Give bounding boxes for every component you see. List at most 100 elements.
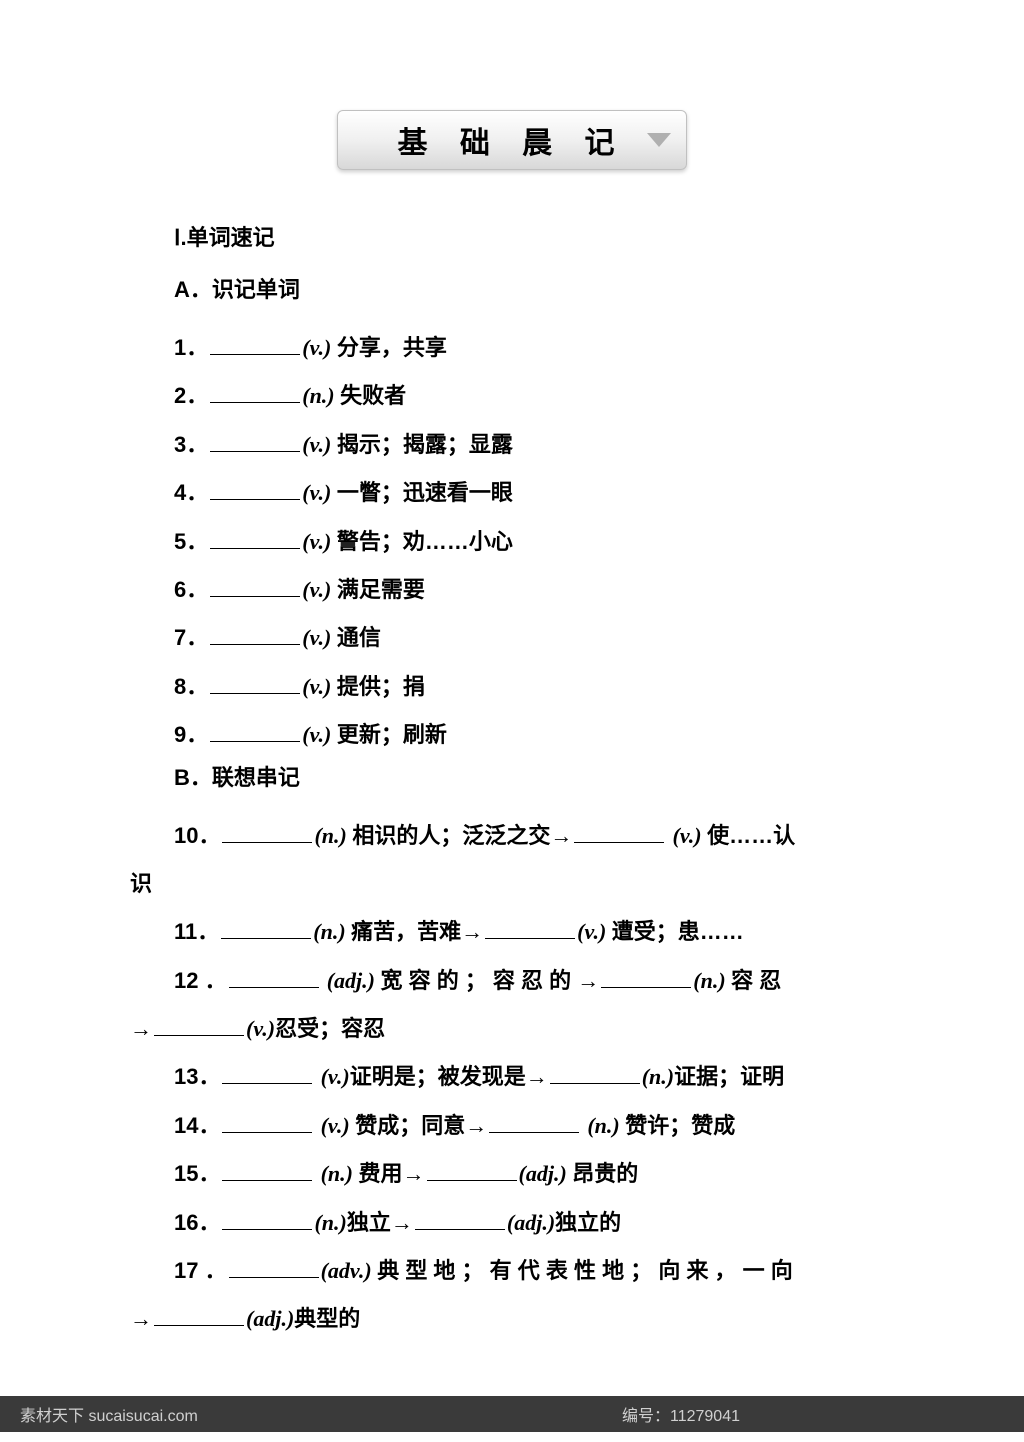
fill-blank — [229, 1277, 319, 1278]
definition-text: 相识的人；泛泛之交 — [352, 823, 550, 848]
item-number: 9． — [130, 711, 208, 759]
part-of-speech: (adj.) — [507, 1210, 555, 1235]
fill-blank — [210, 693, 300, 694]
arrow-icon: → — [577, 968, 599, 993]
section-1-header: Ⅰ.单词速记 — [130, 220, 894, 252]
fill-blank — [222, 1083, 312, 1084]
vocab-item-continuation: 识 — [130, 860, 894, 908]
vocab-item: 7． (v.) 通信 — [130, 614, 894, 662]
fill-blank — [210, 402, 300, 403]
fill-blank — [550, 1083, 640, 1084]
fill-blank — [210, 499, 300, 500]
vocab-item: 2．(n.) 失败者 — [130, 372, 894, 420]
item-number: 3． — [130, 421, 208, 469]
document-content: 基 础 晨 记 Ⅰ.单词速记 A．识记单词 1．(v.) 分享，共享2．(n.)… — [0, 0, 1024, 1404]
fill-blank — [210, 354, 300, 355]
item-number: 2． — [130, 372, 208, 420]
item-number: 1． — [130, 324, 208, 372]
definition-text: 赞许；赞成 — [625, 1113, 735, 1138]
part-of-speech: (v.) — [302, 722, 337, 747]
item-number: 11． — [130, 908, 219, 956]
part-of-speech: (v.) — [302, 529, 337, 554]
part-of-speech: (adv.) — [321, 1258, 378, 1283]
part-of-speech: (v.) — [577, 919, 612, 944]
part-of-speech: (v.) — [302, 625, 337, 650]
part-of-speech: (n.) — [642, 1064, 674, 1089]
part-of-speech: (adj.) — [519, 1161, 573, 1186]
footer-right-text: 编号：11279041 — [402, 1402, 1004, 1426]
arrow-icon: → — [461, 919, 483, 944]
continuation-text: 识 — [130, 871, 152, 896]
item-number: 15． — [130, 1150, 220, 1198]
footer-bar: 素材天下 sucaisucai.com 编号：11279041 — [0, 1396, 1024, 1432]
arrow-icon: → — [130, 1306, 152, 1331]
vocab-item: 11．(n.) 痛苦，苦难→(v.) 遭受；患…… — [130, 908, 894, 956]
footer-left-text: 素材天下 sucaisucai.com — [20, 1402, 402, 1426]
definition-text: 独立 — [347, 1210, 391, 1235]
definition-text: 宽 容 的 ； 容 忍 的 — [380, 968, 577, 993]
definition-text: 典 型 地 ； 有 代 表 性 地 ； 向 来 ， 一 向 — [377, 1258, 793, 1283]
vocab-item: 8．(v.) 提供；捐 — [130, 663, 894, 711]
part-of-speech: (v.) — [321, 1113, 356, 1138]
arrow-icon: → — [391, 1210, 413, 1235]
part-of-speech: (n.) — [587, 1113, 625, 1138]
title-button: 基 础 晨 记 — [337, 110, 687, 170]
part-of-speech: (v.) — [302, 674, 337, 699]
definition-text: 一瞥；迅速看一眼 — [337, 480, 513, 505]
item-number: 13． — [130, 1053, 220, 1101]
fill-blank — [574, 842, 664, 843]
fill-blank — [210, 741, 300, 742]
fill-blank — [601, 987, 691, 988]
arrow-icon: → — [550, 823, 572, 848]
item-number: 10． — [130, 812, 220, 860]
definition-text: 证据；证明 — [674, 1064, 784, 1089]
fill-blank — [154, 1325, 244, 1326]
item-number: 5． — [130, 518, 208, 566]
fill-blank — [229, 987, 319, 988]
part-of-speech: (n.) — [321, 1161, 359, 1186]
part-of-speech: (adj.) — [327, 968, 381, 993]
part-of-speech: (v.) — [673, 823, 708, 848]
part-of-speech: (v.) — [302, 577, 337, 602]
definition-text: 证明是；被发现是 — [350, 1064, 526, 1089]
definition-text: 昂贵的 — [572, 1161, 638, 1186]
fill-blank — [489, 1132, 579, 1133]
vocab-item: 15． (n.) 费用→ (adj.) 昂贵的 — [130, 1150, 894, 1198]
definition-text: 容 忍 — [731, 968, 781, 993]
vocab-item: 9． (v.) 更新；刷新 — [130, 711, 894, 759]
definition-text: 典型的 — [294, 1306, 360, 1331]
vocab-item: 10．(n.) 相识的人；泛泛之交→ (v.) 使……认 — [130, 812, 894, 860]
vocab-item: 1．(v.) 分享，共享 — [130, 324, 894, 372]
definition-text: 遭受；患…… — [612, 919, 744, 944]
vocab-item: 17 ． (adv.) 典 型 地 ； 有 代 表 性 地 ； 向 来 ， 一 向 — [130, 1247, 894, 1295]
item-number: 12 ． — [130, 957, 227, 1005]
subsection-b-header: B．联想串记 — [130, 760, 894, 792]
definition-text: 痛苦，苦难 — [351, 919, 461, 944]
definition-text: 失败者 — [340, 383, 406, 408]
fill-blank — [154, 1035, 244, 1036]
part-of-speech: (n.) — [314, 1210, 346, 1235]
item-number: 17 ． — [130, 1247, 227, 1295]
part-of-speech: (v.) — [302, 335, 337, 360]
definition-text: 通信 — [337, 625, 381, 650]
part-of-speech: (adj.) — [246, 1306, 294, 1331]
fill-blank — [222, 842, 312, 843]
vocab-item: 6．(v.) 满足需要 — [130, 566, 894, 614]
arrow-icon: → — [130, 1016, 152, 1041]
fill-blank — [210, 451, 300, 452]
definition-text: 费用 — [359, 1161, 403, 1186]
item-number: 14． — [130, 1102, 220, 1150]
fill-blank — [210, 596, 300, 597]
page-title: 基 础 晨 记 — [397, 118, 626, 162]
definition-text: 更新；刷新 — [337, 722, 447, 747]
vocab-item: 5．(v.) 警告；劝……小心 — [130, 518, 894, 566]
item-number: 7． — [130, 614, 208, 662]
part-of-speech: (v.) — [302, 480, 337, 505]
part-of-speech: (v.) — [302, 432, 337, 457]
vocab-item: 4．(v.) 一瞥；迅速看一眼 — [130, 469, 894, 517]
fill-blank — [221, 938, 311, 939]
subsection-a-header: A．识记单词 — [130, 272, 894, 304]
item-number: 16． — [130, 1199, 220, 1247]
vocab-item: 3．(v.) 揭示；揭露；显露 — [130, 421, 894, 469]
arrow-icon: → — [403, 1161, 425, 1186]
